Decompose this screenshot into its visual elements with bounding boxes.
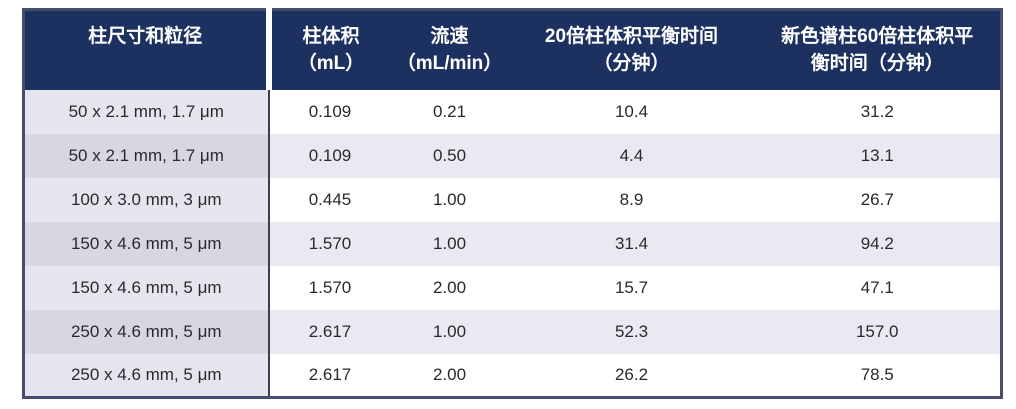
header-line: 20倍柱体积平衡时间 (544, 26, 719, 47)
value-cell: 1.00 (390, 221, 509, 266)
value-cell: 0.109 (268, 89, 391, 134)
value-cell: 15.7 (508, 265, 755, 310)
value-cell: 0.109 (268, 133, 391, 178)
dimension-cell: 50 x 2.1 mm, 1.7 μm (23, 133, 270, 178)
value-cell: 2.617 (268, 353, 391, 398)
table-body: 50 x 2.1 mm, 1.7 μm 0.109 0.21 10.4 31.2 50 x… (23, 89, 1002, 398)
value-cell: 31.2 (754, 89, 1002, 134)
equilibration-table: 柱尺寸和粒径 柱体积 （mL） 流速 （mL/min） 20倍柱体积平衡时间 （… (22, 8, 1003, 399)
value-cell: 78.5 (754, 353, 1002, 398)
value-cell: 26.7 (754, 177, 1002, 222)
value-cell: 0.21 (390, 89, 509, 134)
header-line: （分钟） (593, 53, 670, 74)
dimension-cell: 150 x 4.6 mm, 5 μm (23, 221, 270, 266)
table-row: 150 x 4.6 mm, 5 μm 1.570 1.00 31.4 94.2 (23, 221, 1002, 266)
column-header-20x-equilibration-time: 20倍柱体积平衡时间 （分钟） (508, 9, 755, 90)
dimension-cell: 250 x 4.6 mm, 5 μm (23, 353, 270, 398)
dimension-cell: 100 x 3.0 mm, 3 μm (23, 177, 270, 222)
header-line: 流速 (430, 26, 469, 47)
table-row: 50 x 2.1 mm, 1.7 μm 0.109 0.21 10.4 31.2 (23, 89, 1002, 134)
value-cell: 2.617 (268, 309, 391, 354)
equilibration-table-container: 柱尺寸和粒径 柱体积 （mL） 流速 （mL/min） 20倍柱体积平衡时间 （… (22, 8, 1003, 399)
table-row: 100 x 3.0 mm, 3 μm 0.445 1.00 8.9 26.7 (23, 177, 1002, 222)
value-cell: 47.1 (754, 265, 1002, 310)
column-header-dimensions: 柱尺寸和粒径 (23, 9, 272, 90)
table-row: 250 x 4.6 mm, 5 μm 2.617 2.00 26.2 78.5 (23, 353, 1002, 398)
value-cell: 10.4 (508, 89, 755, 134)
dimension-cell: 250 x 4.6 mm, 5 μm (23, 309, 270, 354)
value-cell: 0.445 (268, 177, 391, 222)
value-cell: 26.2 (508, 353, 755, 398)
column-header-column-volume: 柱体积 （mL） (268, 9, 391, 90)
value-cell: 2.00 (390, 265, 509, 310)
value-cell: 8.9 (508, 177, 755, 222)
header-line: （mL） (297, 53, 365, 74)
value-cell: 157.0 (754, 309, 1002, 354)
header-line: 柱尺寸和粒径 (88, 26, 203, 47)
value-cell: 31.4 (508, 221, 755, 266)
header-line: 衡时间（分钟） (810, 53, 944, 74)
value-cell: 0.50 (390, 133, 509, 178)
value-cell: 52.3 (508, 309, 755, 354)
value-cell: 2.00 (390, 353, 509, 398)
table-header: 柱尺寸和粒径 柱体积 （mL） 流速 （mL/min） 20倍柱体积平衡时间 （… (23, 9, 1002, 90)
table-row: 150 x 4.6 mm, 5 μm 1.570 2.00 15.7 47.1 (23, 265, 1002, 310)
dimension-cell: 50 x 2.1 mm, 1.7 μm (23, 89, 270, 134)
value-cell: 4.4 (508, 133, 755, 178)
table-row: 50 x 2.1 mm, 1.7 μm 0.109 0.50 4.4 13.1 (23, 133, 1002, 178)
value-cell: 1.00 (390, 177, 509, 222)
header-line: 柱体积 (302, 26, 360, 47)
table-row: 250 x 4.6 mm, 5 μm 2.617 1.00 52.3 157.0 (23, 309, 1002, 354)
header-row: 柱尺寸和粒径 柱体积 （mL） 流速 （mL/min） 20倍柱体积平衡时间 （… (23, 9, 1002, 90)
column-header-60x-equilibration-time: 新色谱柱60倍柱体积平 衡时间（分钟） (754, 9, 1002, 90)
value-cell: 1.570 (268, 265, 391, 310)
value-cell: 94.2 (754, 221, 1002, 266)
dimension-cell: 150 x 4.6 mm, 5 μm (23, 265, 270, 310)
header-line: （mL/min） (396, 53, 503, 74)
value-cell: 1.00 (390, 309, 509, 354)
column-header-flow-rate: 流速 （mL/min） (390, 9, 509, 90)
header-line: 新色谱柱60倍柱体积平 (781, 26, 974, 47)
value-cell: 1.570 (268, 221, 391, 266)
value-cell: 13.1 (754, 133, 1002, 178)
